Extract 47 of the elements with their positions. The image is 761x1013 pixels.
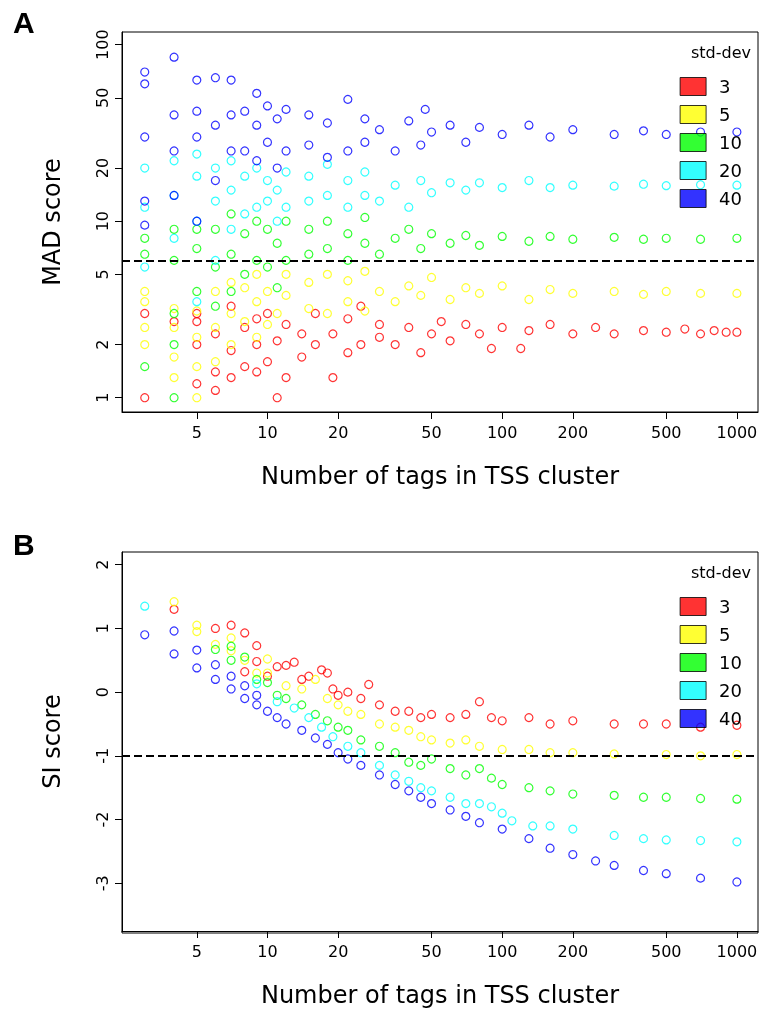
x-tick-label: 1000 [716, 941, 758, 961]
x-tick-label: 20 [327, 422, 349, 442]
legend-label: 10 [719, 652, 742, 673]
legend-label: 40 [719, 188, 742, 209]
y-tick-label: 5 [92, 269, 112, 280]
legend-label: 3 [719, 596, 731, 617]
x-tick-label: 50 [421, 422, 442, 442]
y-tick-label: 1 [92, 623, 112, 634]
legend-title: std-dev [690, 562, 752, 582]
legend-label: 3 [719, 76, 731, 97]
x-tick-label: 500 [650, 941, 682, 961]
y-tick-label: -1 [92, 747, 112, 764]
y-tick-label: -3 [92, 875, 112, 892]
legend-label: 20 [719, 680, 742, 701]
x-tick-label: 5 [191, 422, 202, 442]
y-axis-title: MAD score [38, 158, 66, 286]
legend-label: 10 [719, 132, 742, 153]
chart-title: B [13, 527, 35, 561]
x-tick-label: 5 [191, 941, 202, 961]
y-tick-label: 10 [92, 211, 112, 232]
y-tick-label: 0 [92, 687, 112, 698]
x-tick-label: 10 [257, 422, 278, 442]
x-tick-label: 20 [327, 941, 349, 961]
legend-label: 40 [719, 708, 742, 729]
legend-label: 5 [719, 104, 731, 125]
legend-label: 20 [719, 160, 742, 181]
x-axis-title: Number of tags in TSS cluster [260, 462, 620, 490]
y-axis-title: SI score [38, 694, 66, 789]
x-tick-label: 100 [486, 422, 518, 442]
y-tick-label: 2 [92, 339, 112, 350]
x-axis-title: Number of tags in TSS cluster [260, 981, 620, 1009]
x-tick-label: 100 [486, 941, 518, 961]
x-tick-label: 10 [257, 941, 278, 961]
legend-title: std-dev [690, 42, 752, 62]
x-tick-label: 50 [421, 941, 442, 961]
x-tick-label: 1000 [716, 422, 758, 442]
x-tick-label: 200 [557, 422, 589, 442]
y-tick-label: 100 [92, 29, 112, 60]
y-tick-label: 20 [92, 157, 112, 179]
chart-title: A [13, 5, 35, 39]
y-tick-label: 1 [92, 392, 112, 403]
legend-label: 5 [719, 624, 731, 645]
y-tick-label: -2 [92, 811, 112, 828]
y-tick-label: 2 [92, 559, 112, 570]
x-tick-label: 200 [557, 941, 589, 961]
x-tick-label: 500 [650, 422, 682, 442]
y-tick-label: 50 [92, 87, 112, 108]
